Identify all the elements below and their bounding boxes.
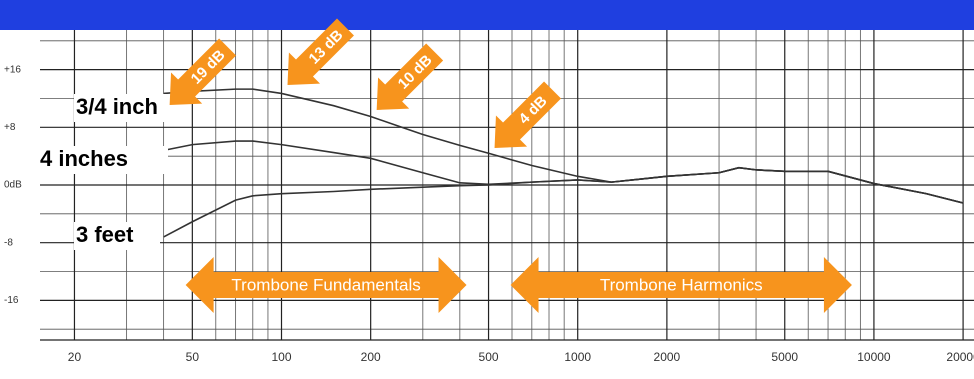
y-tick-label: 0dB bbox=[4, 180, 22, 191]
y-tick-label: +8 bbox=[4, 122, 16, 133]
x-tick-label: 10000 bbox=[857, 350, 891, 364]
label-background bbox=[74, 222, 160, 250]
db-arrow: 10 dB bbox=[376, 43, 444, 110]
x-tick-label: 50 bbox=[186, 350, 200, 364]
y-tick-label: -16 bbox=[4, 295, 19, 306]
x-tick-label: 20000 bbox=[946, 350, 974, 364]
y-tick-label: +16 bbox=[4, 64, 21, 75]
y-tick-label: -8 bbox=[4, 237, 13, 248]
range-arrow bbox=[510, 257, 852, 313]
range-arrow bbox=[185, 257, 467, 313]
series-line bbox=[163, 88, 964, 204]
range-label: Trombone Fundamentals bbox=[231, 275, 420, 294]
x-tick-label: 1000 bbox=[564, 350, 591, 364]
range-label: Trombone Harmonics bbox=[600, 275, 763, 294]
x-tick-label: 2000 bbox=[654, 350, 681, 364]
db-arrow: 4 dB bbox=[494, 81, 562, 148]
series-label: 3 feet bbox=[76, 222, 134, 247]
arrow-shape bbox=[287, 18, 354, 85]
series-line bbox=[163, 166, 964, 238]
series-label: 3/4 inch bbox=[76, 94, 158, 119]
x-tick-label: 100 bbox=[271, 350, 291, 364]
header-band bbox=[0, 0, 974, 30]
x-tick-label: 500 bbox=[479, 350, 499, 364]
x-tick-label: 200 bbox=[361, 350, 381, 364]
arrow-shape bbox=[494, 81, 562, 148]
x-tick-label: 5000 bbox=[771, 350, 798, 364]
label-background bbox=[38, 146, 168, 174]
arrow-shape bbox=[376, 43, 444, 110]
x-tick-label: 20 bbox=[68, 350, 82, 364]
arrow-shape bbox=[169, 38, 237, 105]
series-label: 4 inches bbox=[40, 146, 128, 171]
db-arrow: 13 dB bbox=[287, 18, 354, 85]
